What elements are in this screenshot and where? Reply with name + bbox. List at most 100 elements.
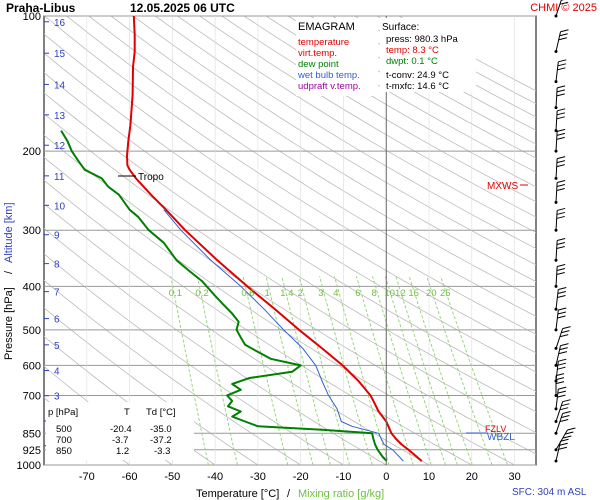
wind-barb-flag	[556, 215, 565, 219]
wind-barb-flag	[556, 164, 565, 168]
x-tick-label: 10	[423, 471, 435, 483]
mixing-ratio-line	[281, 276, 331, 465]
x-axis-label: Temperature [°C]	[196, 488, 279, 500]
table-cell: 1.2	[116, 446, 129, 457]
legend-title: EMAGRAM	[298, 21, 355, 33]
wind-barb-staff	[555, 0, 562, 17]
wind-barb-flag	[558, 307, 567, 311]
surface-temp: temp: 8.3 °C	[386, 45, 439, 56]
wind-barb-flag	[556, 272, 565, 276]
mixing-ratio-line	[372, 276, 432, 465]
wind-barbs	[554, 0, 576, 463]
wind-barb-flag	[558, 59, 567, 63]
wind-barb-flag	[567, 427, 576, 431]
wind-barb-flag	[563, 435, 572, 439]
wind-barb-staff	[555, 240, 558, 261]
x-tick-label: -10	[336, 471, 352, 483]
legend-wet-bulb: wet bulb temp.	[297, 70, 360, 81]
wind-barb-staff	[555, 266, 558, 287]
wind-barb-flag	[557, 207, 566, 211]
wind-barb-point	[554, 346, 558, 350]
dry-adiabat-line	[199, 16, 536, 218]
wind-barb-flag	[557, 295, 566, 298]
wind-barb-point	[554, 328, 558, 332]
fzlv-label: FZLV	[485, 424, 506, 434]
copyright: CHMI © 2025	[530, 2, 597, 14]
wind-barb-flag	[557, 63, 566, 67]
wind-barb-flag	[557, 291, 566, 294]
dry-adiabat-line	[110, 16, 536, 283]
table-cell: -3.3	[154, 446, 170, 457]
wind-barb-flag	[557, 362, 566, 366]
table-header-t: T	[124, 407, 130, 418]
x-tick-label: -50	[164, 471, 180, 483]
dry-adiabat-line	[155, 16, 536, 249]
mixing-ratio-line	[440, 276, 509, 465]
legend-temperature: temperature	[298, 37, 349, 48]
pressure-tick-label: 850	[23, 428, 41, 440]
wind-barb-flag	[558, 358, 567, 362]
wind-barb-staff	[555, 429, 568, 451]
mixing-ratio-label: 0.6	[241, 288, 254, 299]
x-tick-label: -30	[250, 471, 266, 483]
wind-barb-flag	[560, 407, 569, 411]
wind-barb-flag	[560, 334, 569, 338]
wind-barb-flag	[560, 29, 569, 33]
wind-barb-flag	[557, 390, 566, 394]
wind-barb-flag	[559, 347, 568, 351]
table-cell: -37.2	[150, 435, 172, 446]
y-axis-separator: /	[3, 270, 15, 274]
wind-barb-flag	[561, 403, 570, 407]
legend-dew-point: dew point	[298, 59, 339, 70]
sounding-datetime: 12.05.2025 06 UTC	[130, 1, 235, 15]
dry-adiabat-line	[177, 16, 536, 234]
wind-barb-flag	[558, 446, 567, 450]
surface-press: press: 980.3 hPa	[386, 34, 459, 45]
wind-barb-staff	[555, 345, 562, 366]
x-tick-label: 30	[508, 471, 520, 483]
wind-barb-point	[554, 363, 558, 367]
altitude-tick-label: 14	[54, 80, 66, 91]
mixing-ratio-line	[408, 276, 473, 465]
wind-barb-flag	[561, 330, 570, 334]
wind-barb-point	[554, 393, 558, 397]
altitude-tick-label: 5	[54, 341, 60, 352]
grid	[44, 15, 536, 466]
wind-barb-flag	[556, 93, 565, 97]
sfc-label: SFC: 304 m ASL	[512, 487, 587, 498]
mixing-ratio-line	[426, 276, 493, 465]
wind-barb-flag	[560, 438, 569, 442]
wind-barb-flag	[555, 377, 565, 381]
x-tick-label: 20	[466, 471, 478, 483]
x-axis-mixing-label: Mixing ratio [g/kg]	[298, 488, 384, 500]
mixing-ratio-label: 1	[264, 288, 269, 299]
surface-tconv: t-conv: 24.9 °C	[386, 70, 449, 81]
wind-barb-flag	[556, 246, 565, 249]
wind-barb-point	[554, 228, 558, 232]
altitude-tick-label: 7	[54, 288, 60, 299]
wind-barb-flag	[556, 136, 565, 140]
wind-barb-flag	[560, 1, 569, 5]
wind-barb-point	[554, 106, 558, 110]
table-cell: -3.7	[112, 435, 128, 446]
legend-box	[296, 18, 378, 96]
wind-barb-point	[554, 307, 558, 311]
wind-barb-point	[554, 448, 558, 452]
wind-barb-flag	[556, 268, 566, 272]
x-tick-label: -70	[79, 471, 95, 483]
x-axis-separator: /	[287, 488, 291, 500]
wind-barb-staff	[555, 389, 559, 409]
mixing-ratio-label: 8	[371, 288, 376, 299]
pressure-tick-label: 1000	[17, 460, 41, 472]
dry-adiabat-line	[221, 16, 536, 203]
wind-barb-staff	[555, 61, 559, 82]
wind-barb-point	[554, 407, 558, 411]
wind-barb-flag	[560, 343, 569, 347]
pressure-tick-label: 400	[23, 281, 41, 293]
wind-barb-flag	[562, 411, 571, 414]
x-tick-label: 0	[383, 471, 389, 483]
wind-barb-flag	[557, 238, 566, 241]
mixing-ratio-line	[384, 276, 446, 465]
altitude-tick-label: 16	[54, 18, 66, 29]
